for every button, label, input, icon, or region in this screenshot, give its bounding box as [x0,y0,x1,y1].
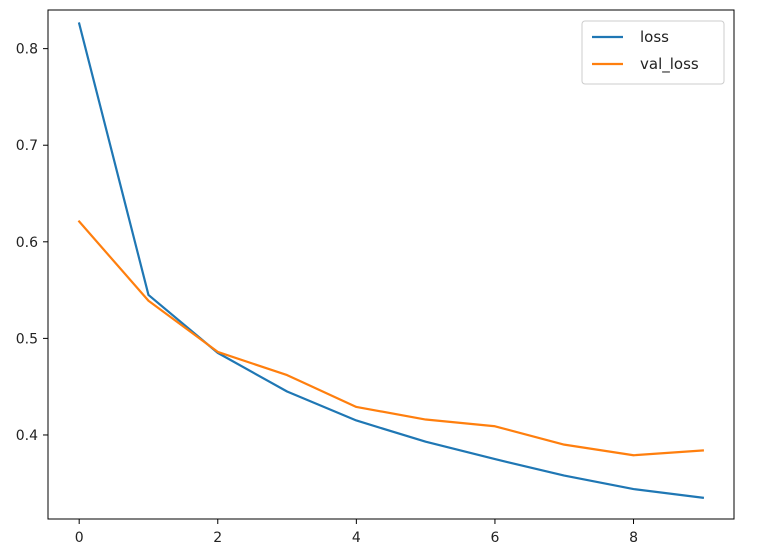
legend: loss val_loss [581,20,725,85]
y-axis: 0.4 0.5 0.6 0.7 0.8 [16,42,48,444]
legend-label-loss: loss [640,28,669,46]
y-tick-label: 0.4 [16,428,38,444]
series-layer [77,22,705,499]
y-tick-label: 0.5 [16,331,38,347]
y-tick-label: 0.7 [16,138,38,154]
x-tick-label: 6 [490,530,499,546]
x-tick-label: 0 [75,530,84,546]
y-tick-label: 0.8 [16,42,38,58]
series-line-val_loss [77,219,704,457]
x-axis: 0 2 4 6 8 [75,519,638,546]
plot-area [47,9,735,520]
plot-frame [47,9,735,520]
x-tick-label: 2 [213,530,222,546]
legend-label-val_loss: val_loss [640,55,699,74]
y-tick-label: 0.6 [16,235,38,251]
x-tick-label: 4 [352,530,361,546]
x-tick-label: 8 [629,530,638,546]
series-line-loss [77,22,705,499]
